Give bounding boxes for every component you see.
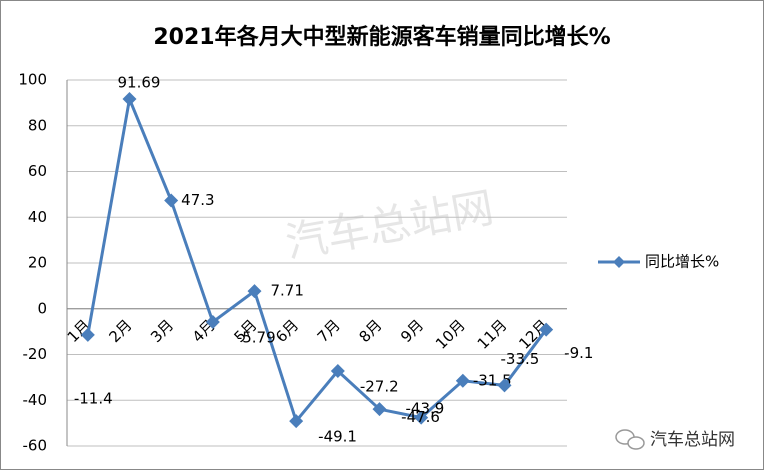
marker xyxy=(330,363,345,378)
data-label: -49.1 xyxy=(318,428,357,446)
series-line xyxy=(86,93,548,425)
marker xyxy=(497,378,512,393)
logo-icon xyxy=(627,436,645,450)
data-label: 47.3 xyxy=(181,191,214,209)
logo-text: 汽车总站网 xyxy=(650,430,735,450)
marker xyxy=(289,414,304,429)
legend-marker xyxy=(613,256,625,268)
legend-label: 同比增长% xyxy=(645,253,719,271)
chart-title: 2021年各月大中型新能源客车销量同比增长% xyxy=(153,24,610,50)
y-tick-label: 60 xyxy=(28,162,47,180)
data-label: -9.1 xyxy=(564,344,593,362)
marker xyxy=(205,314,220,329)
logo: 汽车总站网 xyxy=(615,429,735,450)
y-tick-label: -40 xyxy=(23,391,48,409)
y-tick-label: 0 xyxy=(37,299,47,317)
marker xyxy=(539,322,554,337)
data-label: -43.9 xyxy=(406,400,445,418)
marker xyxy=(247,284,262,299)
marker xyxy=(414,410,429,425)
y-tick-label: 20 xyxy=(28,254,47,272)
marker xyxy=(164,193,179,208)
y-tick-label: 80 xyxy=(28,116,47,134)
marker xyxy=(455,373,470,388)
data-label: -47.6 xyxy=(401,408,440,426)
y-tick-label: -60 xyxy=(23,437,48,455)
data-label: -5.79 xyxy=(237,328,276,346)
marker xyxy=(122,92,137,107)
y-tick-label: 100 xyxy=(18,71,47,89)
y-tick-label: 40 xyxy=(28,208,47,226)
marker xyxy=(372,402,387,417)
data-label: -33.5 xyxy=(501,350,540,368)
y-tick-label: -20 xyxy=(23,345,48,363)
data-label: -11.4 xyxy=(74,389,113,407)
marker xyxy=(80,327,95,342)
data-label: 91.69 xyxy=(118,74,161,92)
data-label: 7.71 xyxy=(271,282,304,300)
data-label: -27.2 xyxy=(360,377,399,395)
